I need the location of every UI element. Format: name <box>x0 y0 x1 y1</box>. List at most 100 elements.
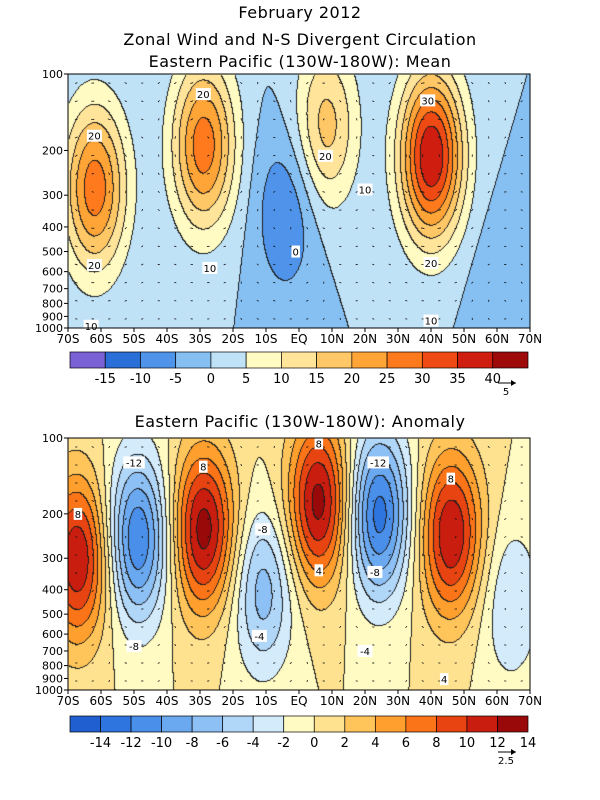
vector-arrow <box>322 173 326 175</box>
vector-arrow <box>454 299 457 302</box>
vector-arrow <box>174 625 177 629</box>
vector-arrow <box>157 680 160 682</box>
vector-arrow <box>372 209 375 211</box>
vector-arrow <box>339 118 341 121</box>
vector-arrow <box>339 100 342 103</box>
vector-arrow <box>421 589 424 593</box>
vector-arrow <box>355 553 358 557</box>
colorbar-swatch <box>466 715 498 733</box>
colorbar-label: -5 <box>169 372 182 387</box>
vector-arrow <box>471 571 474 575</box>
vector-arrow <box>74 281 78 284</box>
contour-label-box <box>446 472 456 485</box>
vector-arrow <box>206 173 210 175</box>
vector-arrow <box>306 626 309 628</box>
vector-arrow <box>471 589 474 593</box>
vector-arrow <box>141 263 144 266</box>
contour-label-text: 8 <box>75 510 81 521</box>
reference-value: 5 <box>503 387 509 398</box>
vector-arrow <box>454 500 457 502</box>
vector-arrow <box>108 190 110 194</box>
vector-arrow <box>289 589 292 593</box>
vector-arrow <box>256 608 259 610</box>
vector-arrow <box>273 499 276 503</box>
vector-arrow <box>190 172 194 175</box>
contour-label-box <box>314 437 324 450</box>
vector-arrow <box>520 245 523 248</box>
vector-arrow <box>124 318 127 320</box>
vector-arrow <box>388 172 391 176</box>
contour-label-box <box>199 460 208 473</box>
vector-arrow <box>124 281 127 284</box>
vector-arrow <box>190 136 193 139</box>
colorbar-swatch <box>344 715 376 733</box>
vector-arrow <box>273 227 276 230</box>
vector-arrow <box>487 263 490 266</box>
vector-arrow <box>124 136 127 139</box>
vector-arrow <box>207 136 210 139</box>
contour-label: 20 <box>195 88 211 101</box>
vector-arrow <box>190 535 193 539</box>
vector-arrow <box>322 209 326 211</box>
vector-arrow <box>405 571 408 575</box>
reference-arrowhead <box>511 380 516 386</box>
contour-label-text: 0 <box>293 248 299 259</box>
vector-arrow <box>504 554 507 556</box>
vector-arrow <box>289 118 292 121</box>
vector-arrow <box>306 679 308 683</box>
vector-arrow <box>471 517 473 521</box>
vector-arrow <box>454 317 457 320</box>
vector-arrow <box>289 607 292 611</box>
vector-arrow <box>273 281 276 284</box>
vector-arrow <box>405 481 408 485</box>
colorbar-label: 12 <box>489 736 506 751</box>
vector-arrow <box>256 154 259 157</box>
x-tick-label: 30N <box>386 332 410 346</box>
vector-arrow <box>339 607 342 611</box>
vector-arrow <box>322 464 326 466</box>
colorbar-label: -6 <box>216 736 229 751</box>
contour-label-box <box>439 673 449 686</box>
vector-arrow <box>322 536 326 538</box>
vector-arrow <box>487 281 490 284</box>
vector-arrow <box>339 445 342 449</box>
vector-arrow <box>289 172 293 175</box>
vector-arrow <box>487 172 490 175</box>
vector-arrow <box>454 136 457 139</box>
colorbar-label: -12 <box>120 736 141 751</box>
vector-arrow <box>223 318 226 320</box>
contour-label-box <box>423 314 439 327</box>
vector-arrow <box>421 136 425 139</box>
contour-label-box <box>367 565 383 578</box>
vector-arrow <box>124 680 127 682</box>
y-tick-label: 400 <box>42 221 63 234</box>
vector-arrow <box>240 317 243 320</box>
y-tick-label: 1000 <box>35 322 63 335</box>
vector-arrow <box>124 172 127 176</box>
contour-label-box <box>86 259 102 272</box>
vector-arrow <box>190 590 194 592</box>
colorbar-label: -15 <box>95 372 116 387</box>
colorbar-swatch <box>374 715 407 733</box>
y-tick-label: 300 <box>42 189 63 202</box>
vector-arrow <box>338 82 342 84</box>
contour-label-text: 10 <box>204 264 217 275</box>
vector-arrow <box>371 482 375 484</box>
vector-arrow <box>437 608 441 610</box>
vector-arrow <box>223 172 226 176</box>
vector-field-1 <box>74 81 523 321</box>
contour-label-text: -4 <box>254 632 264 643</box>
vector-arrow <box>454 263 458 266</box>
vector-arrow <box>240 118 243 121</box>
colorbar-swatch <box>222 715 254 733</box>
vector-arrow <box>124 82 127 84</box>
vector-arrow <box>404 208 408 212</box>
vector-arrow <box>157 499 160 503</box>
colorbar-label: 4 <box>371 736 379 751</box>
vector-arrow <box>91 589 94 593</box>
colorbar-2: -14 -12 -10 -8 -6 -4 -2 0 2 4 6 8 10 12 14 <box>69 715 536 751</box>
vector-arrow <box>174 263 177 266</box>
vector-arrow <box>240 190 243 194</box>
vector-arrow <box>190 499 193 503</box>
vector-arrow <box>355 481 358 485</box>
